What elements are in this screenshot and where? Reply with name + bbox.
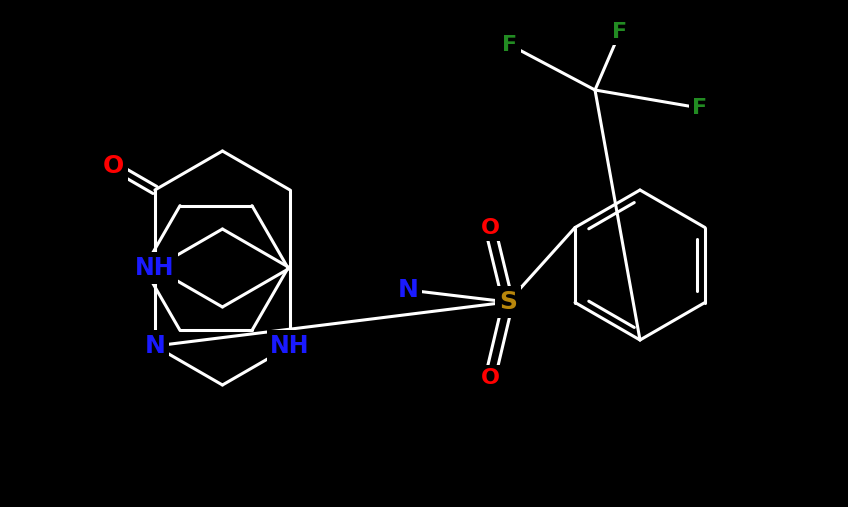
Text: F: F [612,22,628,42]
Text: N: N [144,334,165,358]
Text: N: N [398,278,418,302]
Text: F: F [502,35,517,55]
Text: F: F [693,98,707,118]
Text: NH: NH [135,256,175,280]
Text: O: O [481,368,499,388]
Text: O: O [103,154,124,178]
Text: NH: NH [271,334,310,358]
Text: S: S [499,290,517,314]
Text: O: O [481,218,499,238]
